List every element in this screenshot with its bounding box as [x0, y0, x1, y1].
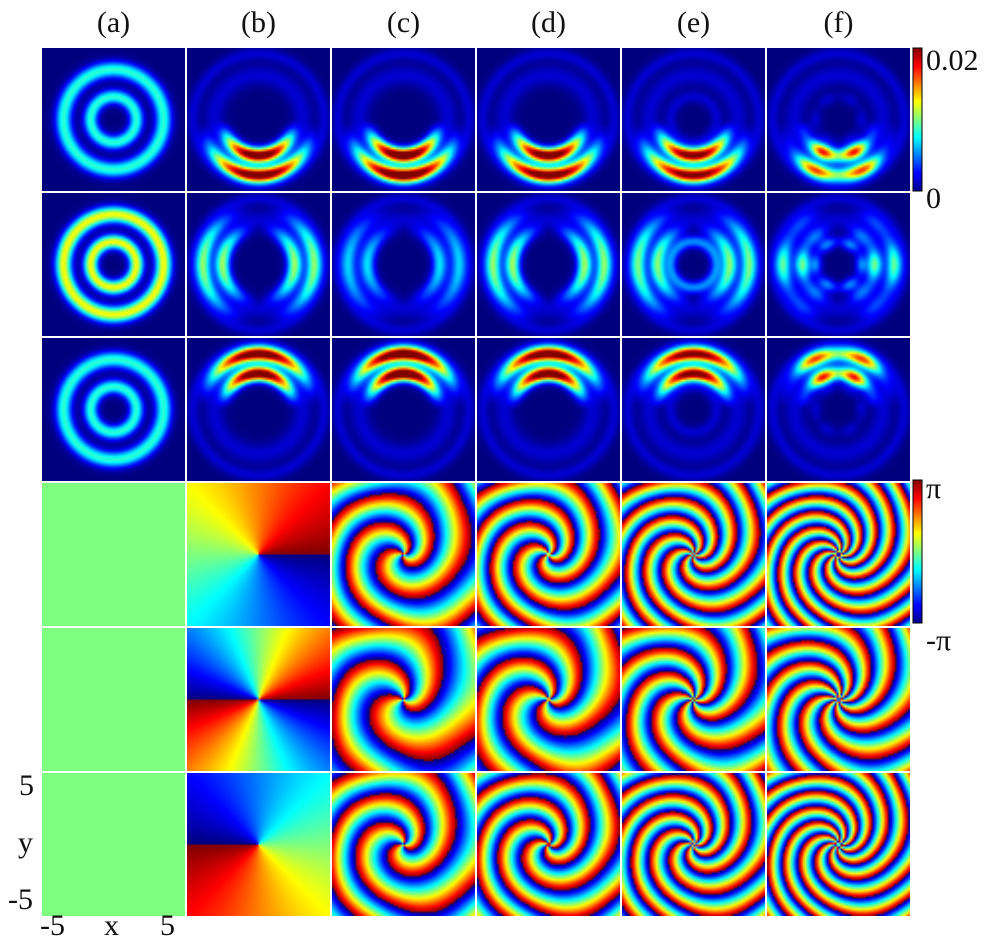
density-colorbar: 0.02 0 [912, 44, 979, 215]
heatmap-panel [622, 48, 765, 191]
axis-annotations: 5 y -5 -5 x 5 [8, 769, 175, 942]
heatmap-panel [187, 773, 330, 916]
heatmap-panel [622, 628, 765, 771]
heatmap-panel [187, 48, 330, 191]
heatmap-panel [622, 773, 765, 916]
heatmap-panel [477, 628, 620, 771]
x-min-label: -5 [40, 909, 65, 942]
heatmap-panel [42, 48, 185, 191]
x-axis-label: x [104, 909, 119, 942]
column-labels: (a) (b) (c) (d) (e) (f) [97, 6, 854, 39]
y-axis-label: y [18, 826, 33, 859]
y-max-label: 5 [19, 769, 34, 802]
heatmap-panel [332, 338, 475, 481]
heatmap-panel [767, 338, 910, 481]
heatmap-panel [42, 773, 185, 916]
heatmap-panel [187, 628, 330, 771]
heatmap-panel [42, 338, 185, 481]
heatmap-panel [477, 193, 620, 336]
heatmap-panel [767, 483, 910, 626]
heatmap-panel [767, 773, 910, 916]
heatmap-panel [187, 483, 330, 626]
phase-colorbar-max-label: π [926, 472, 941, 505]
heatmap-panel [332, 628, 475, 771]
heatmap-panel [622, 193, 765, 336]
heatmap-panel [767, 193, 910, 336]
column-label: (b) [241, 6, 276, 39]
heatmap-panel [767, 628, 910, 771]
column-label: (e) [677, 6, 710, 39]
x-max-label: 5 [160, 909, 175, 942]
heatmap-panel [477, 48, 620, 191]
heatmap-panel [477, 773, 620, 916]
heatmap-panel [332, 48, 475, 191]
heatmap-panel [477, 338, 620, 481]
phase-colorbar-min-label: -π [926, 624, 951, 657]
phase-colorbar-bar [912, 479, 923, 624]
column-label: (f) [824, 6, 854, 39]
density-colorbar-max-label: 0.02 [926, 44, 979, 77]
heatmap-panel [477, 483, 620, 626]
heatmap-panel [767, 48, 910, 191]
heatmap-panel [332, 193, 475, 336]
heatmap-panel [622, 338, 765, 481]
column-label: (d) [531, 6, 566, 39]
panel-grid [42, 48, 910, 916]
heatmap-panel [187, 193, 330, 336]
column-label: (c) [387, 6, 420, 39]
heatmap-panel [187, 338, 330, 481]
heatmap-panel [332, 483, 475, 626]
heatmap-panel [42, 193, 185, 336]
heatmap-panel [42, 483, 185, 626]
heatmap-panel [42, 628, 185, 771]
y-min-label: -5 [8, 883, 33, 916]
density-colorbar-bar [912, 47, 923, 192]
column-label: (a) [97, 6, 130, 39]
heatmap-panel [622, 483, 765, 626]
density-colorbar-min-label: 0 [926, 182, 941, 215]
heatmap-panel [332, 773, 475, 916]
phase-colorbar: π -π [912, 472, 951, 657]
